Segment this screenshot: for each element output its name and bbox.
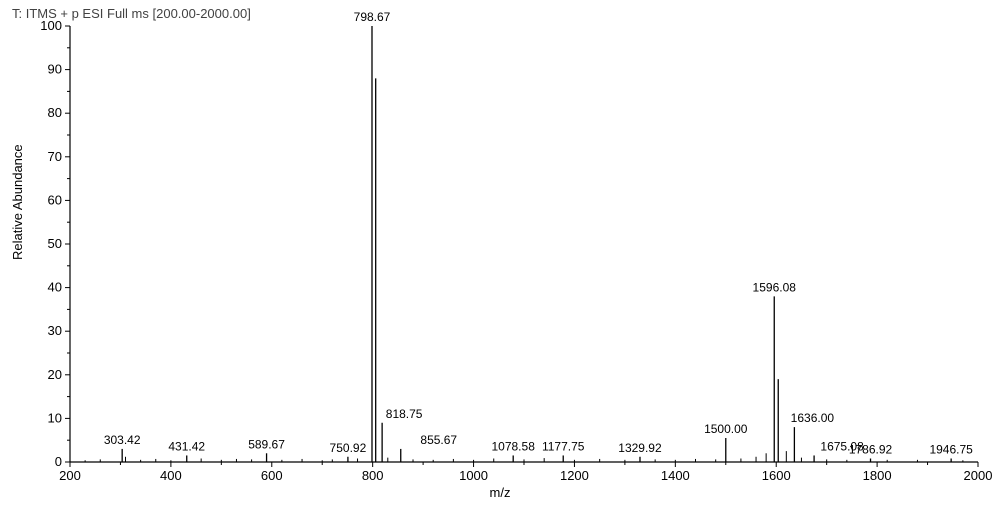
svg-text:1800: 1800	[863, 468, 892, 483]
svg-text:1177.75: 1177.75	[542, 439, 585, 453]
svg-text:40: 40	[48, 280, 62, 295]
svg-text:1500.00: 1500.00	[704, 422, 748, 436]
svg-text:90: 90	[48, 62, 62, 77]
svg-text:1946.75: 1946.75	[929, 443, 973, 457]
svg-text:2000: 2000	[964, 468, 993, 483]
svg-text:1078.58: 1078.58	[491, 439, 535, 453]
mass-spectrum-chart: 0 10 20 30 40 50 60 70 80 90 100 200 400 600 800 1000 12…	[0, 0, 1000, 514]
svg-text:303.42: 303.42	[104, 433, 141, 447]
svg-text:431.42: 431.42	[168, 439, 205, 453]
svg-text:750.92: 750.92	[330, 441, 367, 455]
svg-text:30: 30	[48, 323, 62, 338]
svg-text:80: 80	[48, 105, 62, 120]
svg-text:589.67: 589.67	[248, 437, 285, 451]
svg-text:1636.00: 1636.00	[791, 411, 835, 425]
svg-text:600: 600	[261, 468, 283, 483]
svg-text:1200: 1200	[560, 468, 589, 483]
svg-text:1786.92: 1786.92	[849, 443, 893, 457]
svg-text:798.67: 798.67	[354, 10, 391, 24]
svg-text:1400: 1400	[661, 468, 690, 483]
svg-text:818.75: 818.75	[386, 407, 423, 421]
svg-text:1000: 1000	[459, 468, 488, 483]
svg-text:50: 50	[48, 236, 62, 251]
svg-text:0: 0	[55, 454, 62, 469]
svg-text:1596.08: 1596.08	[753, 280, 797, 294]
svg-text:1329.92: 1329.92	[618, 441, 662, 455]
svg-text:400: 400	[160, 468, 182, 483]
svg-text:855.67: 855.67	[420, 433, 457, 447]
svg-text:60: 60	[48, 192, 62, 207]
svg-text:20: 20	[48, 367, 62, 382]
svg-text:200: 200	[59, 468, 81, 483]
svg-text:1600: 1600	[762, 468, 791, 483]
svg-text:800: 800	[362, 468, 384, 483]
svg-text:100: 100	[40, 18, 62, 33]
svg-text:10: 10	[48, 410, 62, 425]
svg-text:70: 70	[48, 149, 62, 164]
